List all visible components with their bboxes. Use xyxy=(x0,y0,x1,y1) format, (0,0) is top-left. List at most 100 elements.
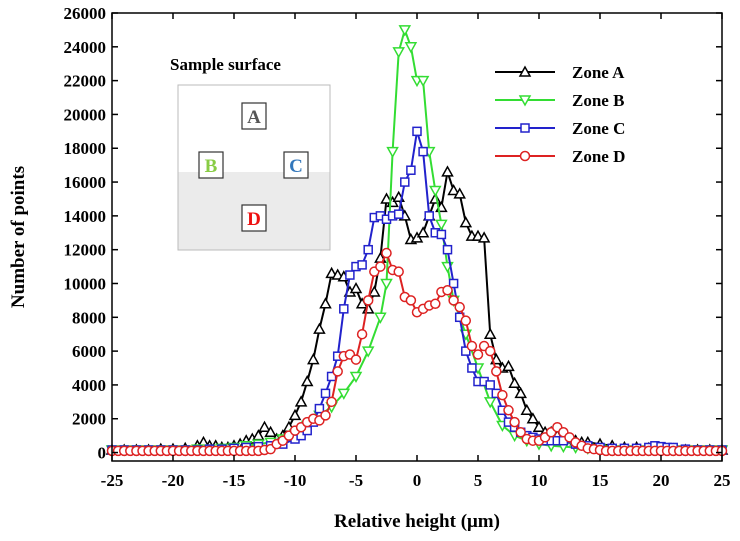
series-layer xyxy=(105,25,729,457)
x-tick-label: -25 xyxy=(101,471,124,490)
x-tick-label: -20 xyxy=(162,471,185,490)
inset-zones: A B C D xyxy=(198,102,309,232)
zone-letter: D xyxy=(247,209,261,230)
inset-zone-d: D xyxy=(241,204,267,232)
legend-label: Zone D xyxy=(572,147,625,166)
data-point xyxy=(392,47,405,59)
legend-marker xyxy=(518,95,532,107)
data-point xyxy=(436,229,447,240)
legend-label: Zone B xyxy=(572,91,624,110)
data-point xyxy=(349,282,363,294)
data-point xyxy=(526,412,540,424)
data-point xyxy=(515,427,526,438)
data-point xyxy=(502,359,515,372)
y-tick-label: 26000 xyxy=(64,4,107,23)
data-point xyxy=(454,301,465,313)
data-point xyxy=(430,298,441,310)
data-point xyxy=(460,315,472,326)
data-point xyxy=(485,380,495,390)
y-tick-label: 2000 xyxy=(72,410,106,429)
data-point xyxy=(484,345,496,357)
data-point xyxy=(520,403,534,416)
data-point xyxy=(393,266,404,277)
legend-marker xyxy=(518,65,532,77)
data-point xyxy=(416,226,430,238)
y-tick-label: 0 xyxy=(98,444,107,463)
data-point xyxy=(424,211,434,221)
legend-marker xyxy=(520,123,530,133)
legend-item: Zone C xyxy=(495,119,625,138)
data-point xyxy=(314,403,325,414)
y-tick-label: 8000 xyxy=(72,308,106,327)
data-point xyxy=(472,349,484,360)
data-point xyxy=(357,260,367,270)
data-point xyxy=(345,270,355,280)
data-point xyxy=(258,420,271,432)
data-point xyxy=(461,346,471,356)
data-point xyxy=(264,425,277,438)
data-point xyxy=(459,216,473,228)
y-tick-label: 18000 xyxy=(64,139,107,158)
data-point xyxy=(386,146,399,159)
data-point xyxy=(380,278,393,291)
y-tick-label: 24000 xyxy=(64,38,107,57)
data-point xyxy=(337,388,351,400)
data-point xyxy=(418,146,428,157)
data-point xyxy=(339,304,349,314)
data-point xyxy=(320,410,331,421)
x-tick-label: -15 xyxy=(223,471,246,490)
data-point xyxy=(356,328,368,340)
inset-zone-b: B xyxy=(198,151,224,179)
data-point xyxy=(503,405,514,416)
inset-zone-a: A xyxy=(241,102,267,130)
x-tick-label: 20 xyxy=(653,471,670,490)
data-point xyxy=(362,295,374,306)
data-point xyxy=(368,285,381,297)
legend-label: Zone A xyxy=(572,63,625,82)
data-point xyxy=(406,165,416,175)
x-tick-label: -5 xyxy=(349,471,363,490)
data-point xyxy=(453,187,466,199)
zone-box xyxy=(241,204,267,232)
data-point xyxy=(374,312,387,324)
data-point xyxy=(466,340,478,352)
data-point xyxy=(509,416,520,428)
data-point xyxy=(326,371,337,382)
y-tick-label: 6000 xyxy=(72,342,106,361)
data-point xyxy=(307,353,320,365)
data-point xyxy=(349,371,363,384)
data-point xyxy=(332,366,343,377)
y-tick-label: 10000 xyxy=(64,274,107,293)
data-point xyxy=(508,376,521,388)
data-point xyxy=(447,183,460,196)
data-point xyxy=(435,219,448,231)
series-zone-d xyxy=(106,247,728,457)
data-point xyxy=(448,295,459,306)
inset-zone-c: C xyxy=(283,151,309,179)
y-tick-label: 16000 xyxy=(64,173,107,192)
data-point xyxy=(393,209,404,219)
zone-box xyxy=(283,151,309,179)
data-point xyxy=(405,295,417,306)
data-point xyxy=(350,354,362,365)
data-point xyxy=(429,185,442,198)
x-tick-label: 10 xyxy=(531,471,548,490)
legend-item: Zone A xyxy=(495,63,625,82)
data-point xyxy=(398,25,412,37)
data-point xyxy=(380,192,393,204)
data-point xyxy=(381,247,392,259)
data-point xyxy=(483,397,497,409)
data-point xyxy=(497,389,508,401)
zone-letter: C xyxy=(289,156,303,177)
legend: Zone A Zone B Zone C Zone D xyxy=(495,63,625,166)
inset-border xyxy=(177,84,331,251)
data-point xyxy=(442,244,453,255)
data-point xyxy=(319,297,332,309)
data-point xyxy=(313,322,326,334)
data-point xyxy=(400,177,410,187)
zone-box xyxy=(198,151,224,179)
y-tick-label: 22000 xyxy=(64,72,107,91)
data-point xyxy=(300,374,314,387)
legend-label: Zone C xyxy=(572,119,625,138)
